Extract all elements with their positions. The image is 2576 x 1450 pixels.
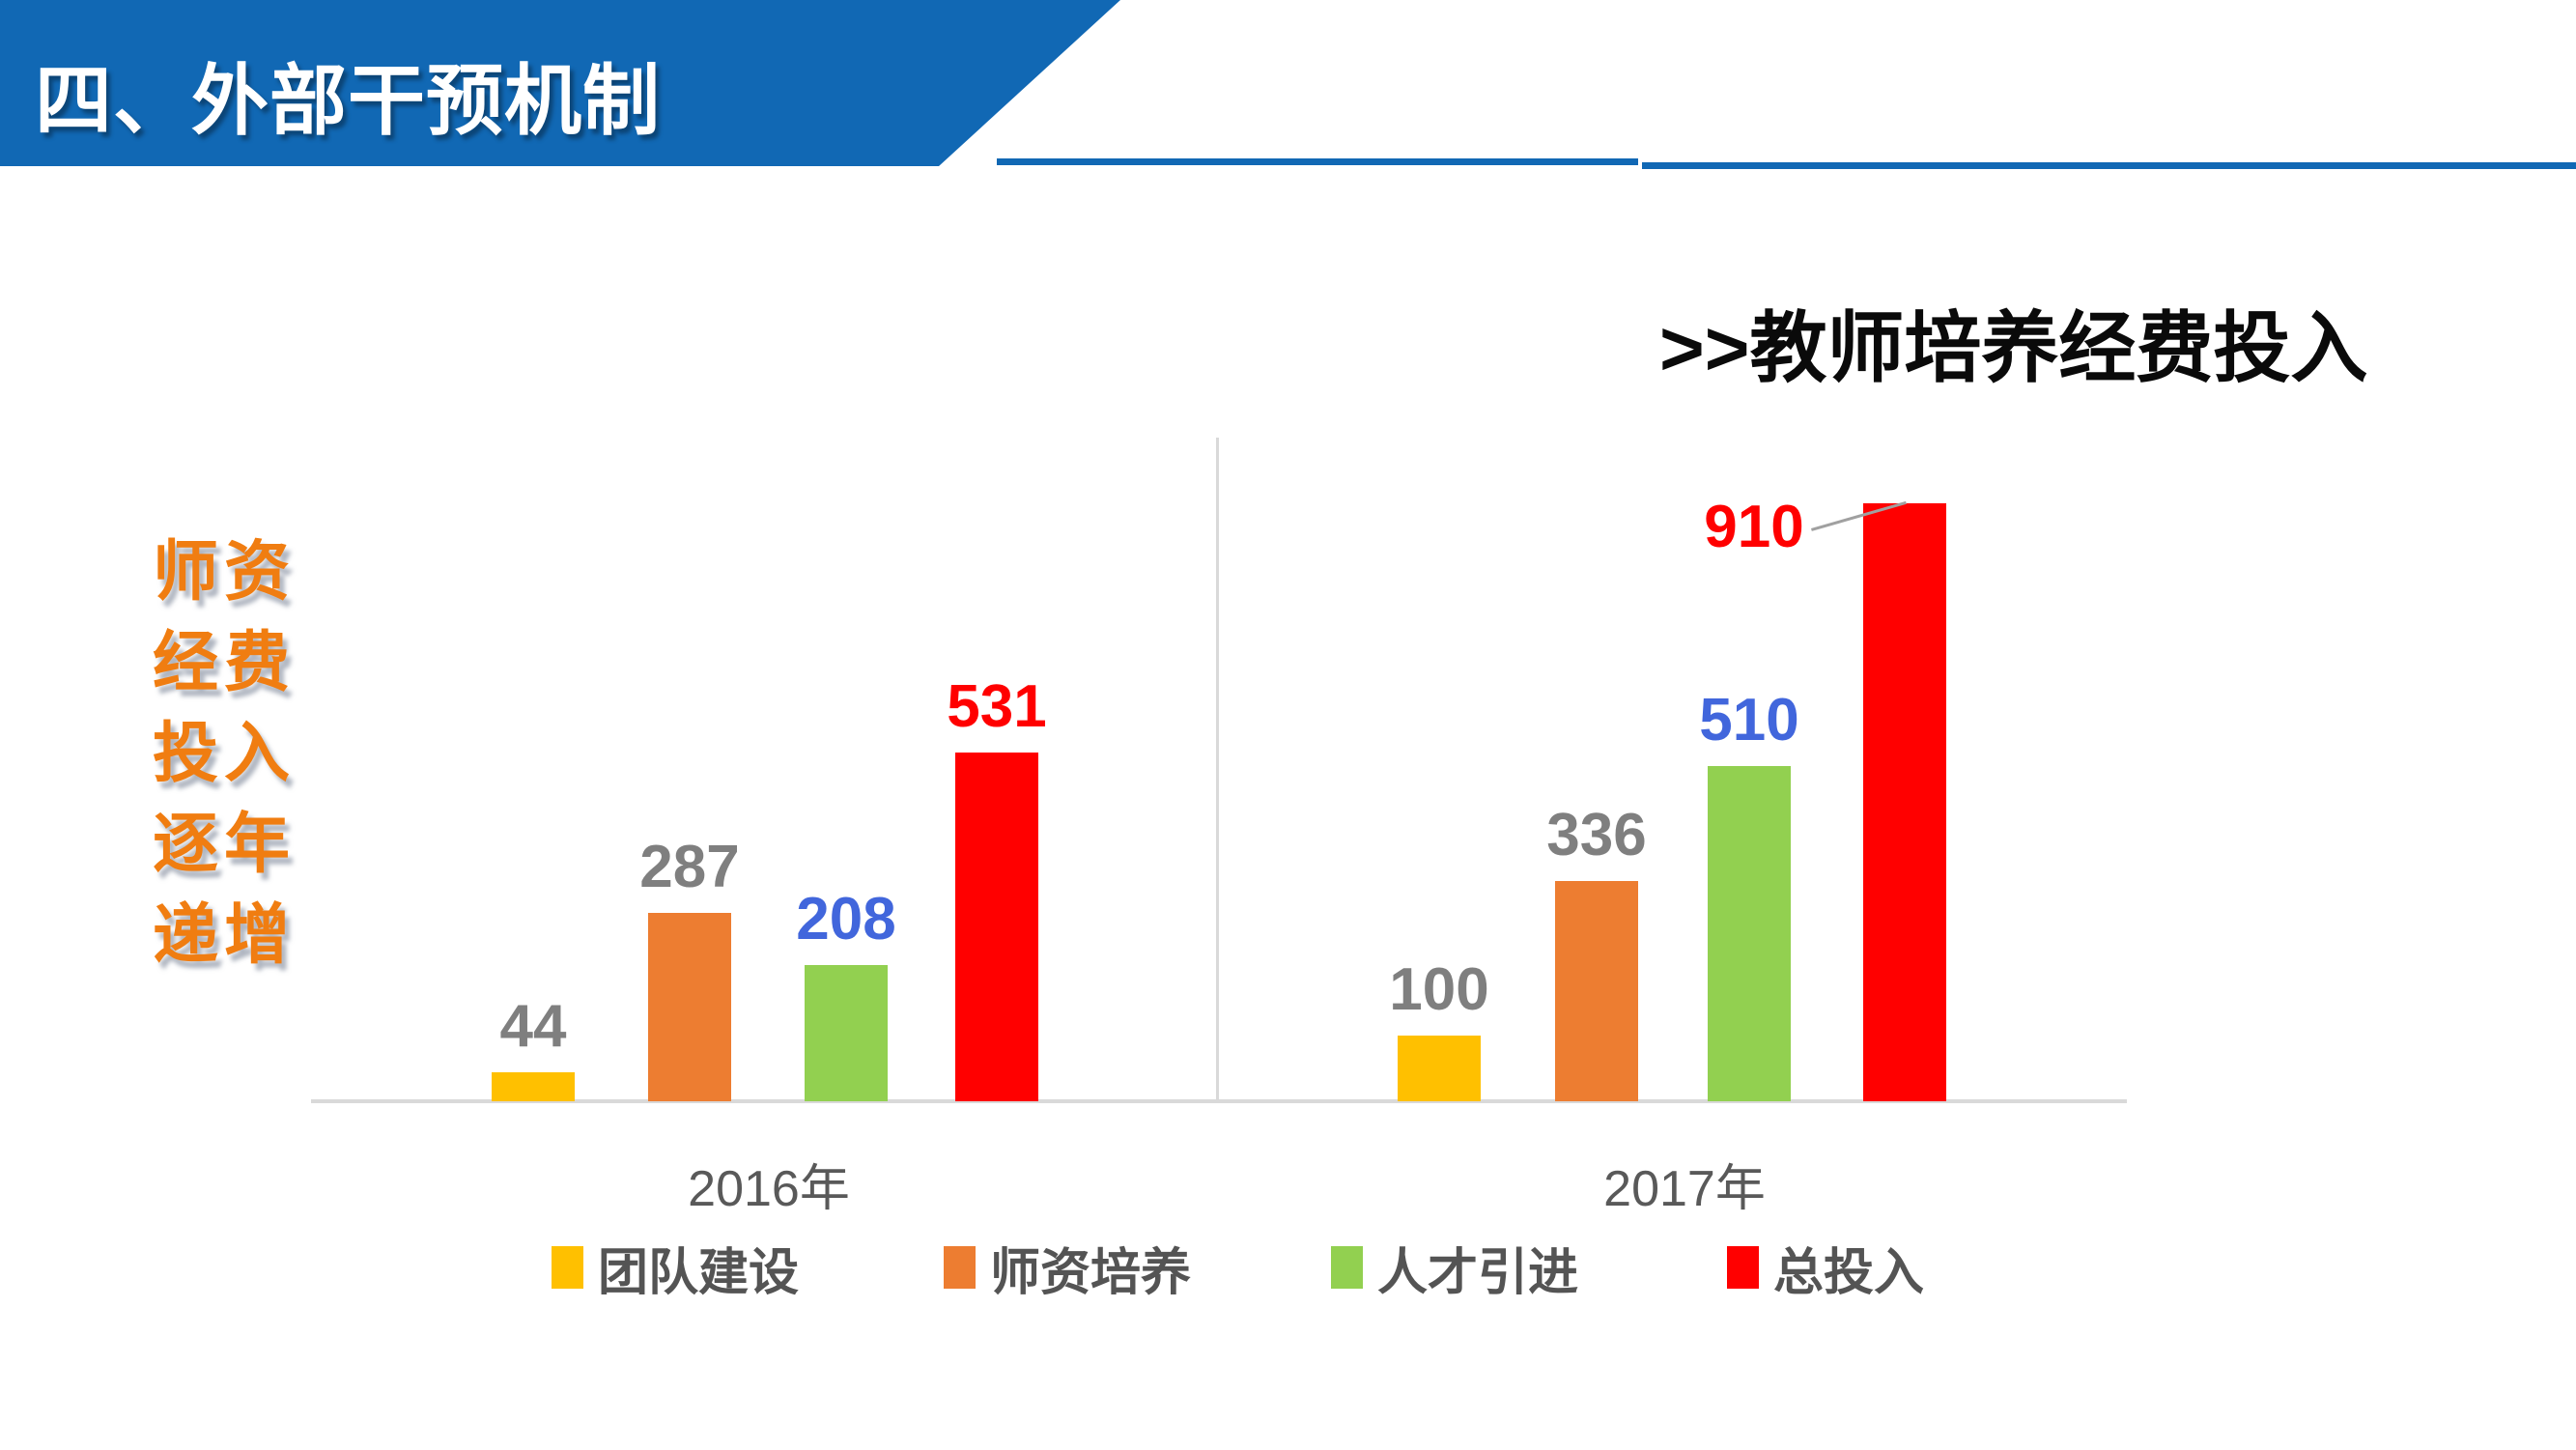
value-label-g2-s3: 510 <box>1699 687 1799 753</box>
legend-item-2: 师资培养 <box>944 1237 1191 1301</box>
side-caption-line-3: 投入 <box>153 717 297 790</box>
chart-legend: 团队建设 师资培养 人才引进 总投入 <box>0 1237 2576 1305</box>
value-label-g2-s1: 100 <box>1389 956 1489 1023</box>
bar-g1-s3 <box>805 965 888 1101</box>
value-label-g2-s2: 336 <box>1546 802 1647 868</box>
bar-g2-s2 <box>1555 881 1638 1101</box>
category-label-2: 2017年 <box>1603 1161 1766 1217</box>
legend-marker-3-icon <box>1331 1246 1363 1289</box>
category-divider-line <box>1216 438 1219 1101</box>
bar-g2-s4 <box>1863 503 1946 1101</box>
bar-g1-s4 <box>955 753 1038 1101</box>
x-axis-line <box>311 1099 2127 1103</box>
legend-marker-4-icon <box>1727 1246 1759 1289</box>
legend-item-4: 总投入 <box>1727 1237 1924 1301</box>
value-label-callout: 910 <box>1704 494 1804 560</box>
header-banner: 四、外部干预机制 <box>0 0 1120 166</box>
legend-item-3: 人才引进 <box>1331 1237 1578 1301</box>
section-title: >>教师培养经费投入 <box>1659 305 2368 391</box>
legend-item-1: 团队建设 <box>552 1237 799 1301</box>
bar-g1-s1 <box>492 1072 575 1101</box>
legend-label-3: 人才引进 <box>1377 1244 1579 1301</box>
legend-label-4: 总投入 <box>1773 1244 1925 1301</box>
header-underline-right <box>1642 162 2576 169</box>
bar-g2-s1 <box>1398 1036 1481 1101</box>
value-label-g1-s1: 44 <box>499 993 567 1060</box>
side-caption-line-5: 递增 <box>153 898 297 972</box>
slide-title: 四、外部干预机制 <box>35 58 661 144</box>
bar-g1-s2 <box>648 913 731 1101</box>
legend-marker-1-icon <box>552 1246 583 1289</box>
value-label-g1-s2: 287 <box>639 834 740 900</box>
header-underline-left <box>997 158 1638 165</box>
side-caption-line-4: 逐年 <box>153 808 297 881</box>
legend-label-1: 团队建设 <box>598 1244 800 1301</box>
category-label-1: 2016年 <box>688 1161 850 1217</box>
side-caption-line-2: 经费 <box>153 626 297 699</box>
value-label-g1-s4: 531 <box>947 673 1047 740</box>
side-caption: 师资经费投入逐年递增 <box>153 526 296 981</box>
bar-g2-s3 <box>1708 766 1791 1101</box>
legend-marker-2-icon <box>944 1246 976 1289</box>
legend-label-2: 师资培养 <box>990 1244 1192 1301</box>
value-label-g1-s3: 208 <box>796 886 896 952</box>
bar-chart: 44 287 208 531 2016年 100 336 510 2017年 910 <box>311 438 2127 1217</box>
side-caption-line-1: 师资 <box>153 535 297 609</box>
